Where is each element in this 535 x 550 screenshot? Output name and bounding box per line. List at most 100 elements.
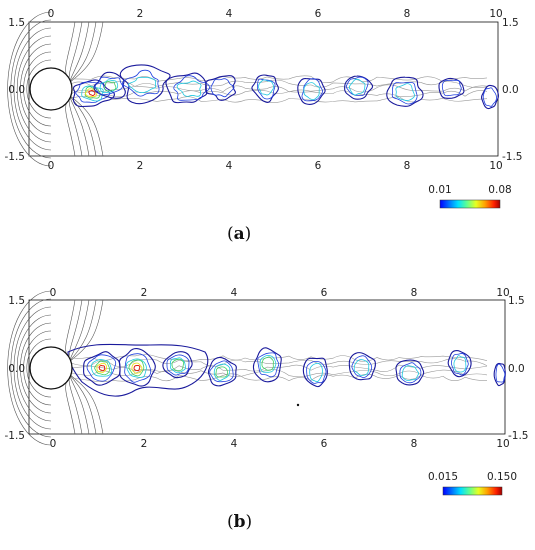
vortex-contour	[351, 355, 373, 378]
caption-b: (b)	[227, 512, 252, 532]
potential-flow-lines-a	[7, 11, 104, 167]
vortex-contour	[259, 354, 277, 373]
vortex-contour	[344, 75, 374, 100]
y-axis-right-b: 1.5 0.0 -1.5	[508, 295, 529, 442]
cylinder-b	[29, 346, 73, 390]
potential-line	[26, 59, 52, 119]
y-tick-left-a-2: -1.5	[5, 151, 26, 163]
x-tick-top-b-5: 10	[496, 287, 509, 299]
vortex-contour	[401, 365, 420, 381]
vortex-contour	[453, 355, 467, 373]
x-tick-top-a-3: 6	[315, 8, 322, 20]
potential-line	[23, 51, 52, 127]
vortex-contour	[124, 353, 152, 383]
x-tick-top-b-2: 4	[231, 287, 238, 299]
x-tick-top-b-0: 0	[50, 287, 57, 299]
x-tick-bottom-a-0: 0	[48, 160, 55, 172]
vortex-contour	[207, 356, 237, 387]
vortex-contour	[386, 76, 424, 107]
x-tick-bottom-a-1: 2	[137, 160, 144, 172]
x-tick-bottom-b-3: 6	[321, 438, 328, 450]
vortex-contour	[91, 359, 113, 377]
vortex-contour	[482, 87, 497, 107]
x-axis-top-b: 0 2 4 6 8 10	[50, 287, 510, 299]
vortex-contour	[306, 360, 327, 384]
vortex-contour	[98, 365, 106, 372]
vortex-contour	[213, 363, 231, 381]
potential-line	[68, 299, 97, 363]
y-tick-right-b-1: 0.0	[508, 363, 525, 375]
potential-line	[20, 43, 52, 135]
vortex-contour	[94, 360, 111, 376]
vortex-envelope	[67, 343, 209, 397]
vortex-contour	[309, 362, 323, 383]
vortex-contour	[438, 77, 465, 99]
vortex-contour	[495, 363, 506, 383]
potential-line	[13, 306, 52, 430]
y-tick-right-a-2: -1.5	[502, 151, 523, 163]
potential-line	[68, 373, 90, 435]
vortex-contour	[256, 78, 276, 100]
x-tick-bottom-a-3: 6	[315, 160, 322, 172]
vortex-contour	[88, 89, 96, 96]
vortex-contour	[258, 79, 275, 96]
vortex-contours-a	[70, 64, 499, 110]
potential-line	[13, 27, 52, 151]
caption-b-letter: b	[233, 512, 246, 532]
caption-b-close: )	[245, 512, 253, 532]
vortex-contour	[348, 352, 376, 381]
vortex-contour	[94, 76, 123, 96]
y-tick-right-b-0: 1.5	[508, 295, 525, 307]
x-axis-bottom-b: 0 2 4 6 8 10	[50, 438, 510, 450]
vortex-contour	[348, 78, 366, 96]
potential-line	[7, 290, 52, 446]
vortex-contour	[96, 362, 108, 373]
potential-line	[7, 11, 52, 167]
potential-line	[68, 299, 90, 363]
vortex-contour	[209, 360, 234, 383]
potential-line	[20, 322, 52, 414]
vortex-contour	[133, 365, 141, 371]
cylinder-a	[29, 67, 73, 111]
vortex-contour	[173, 75, 210, 101]
x-axis-bottom-a: 0 2 4 6 8 10	[48, 160, 503, 172]
y-axis-left-b: 1.5 0.0 -1.5	[5, 295, 26, 442]
x-tick-top-a-4: 8	[404, 8, 411, 20]
x-tick-bottom-b-1: 2	[141, 438, 148, 450]
x-tick-bottom-b-0: 0	[50, 438, 57, 450]
vortex-contour	[252, 347, 282, 383]
x-tick-top-b-1: 2	[141, 287, 148, 299]
y-tick-right-b-2: -1.5	[508, 430, 529, 442]
colorbar-a-bar	[439, 199, 501, 209]
x-tick-top-b-3: 6	[321, 287, 328, 299]
potential-line	[68, 94, 90, 157]
x-tick-top-b-4: 8	[411, 287, 418, 299]
caption-a-letter: a	[233, 224, 245, 244]
vortex-contour	[125, 358, 147, 378]
wake-streak	[70, 79, 488, 88]
vortex-contour	[176, 80, 202, 97]
vortex-contour	[81, 85, 104, 102]
x-tick-bottom-b-2: 4	[231, 438, 238, 450]
stray-dot	[296, 403, 300, 407]
y-tick-left-b-1: 0.0	[8, 363, 25, 375]
vortex-contour	[395, 83, 415, 101]
y-tick-left-b-0: 1.5	[8, 295, 25, 307]
x-tick-top-a-1: 2	[137, 8, 144, 20]
vortex-contour	[103, 81, 117, 92]
y-axis-right-a: 1.5 0.0 -1.5	[502, 17, 523, 163]
vortex-contour	[210, 78, 235, 98]
x-tick-top-a-2: 4	[226, 8, 233, 20]
vortex-contour	[303, 82, 320, 100]
x-tick-top-a-5: 10	[489, 8, 502, 20]
y-tick-left-a-0: 1.5	[8, 17, 25, 29]
potential-line	[68, 21, 90, 84]
y-tick-left-b-2: -1.5	[5, 430, 26, 442]
wake-plot-b	[7, 290, 506, 446]
colorbar-b-min-label: 0.015	[428, 471, 458, 483]
y-tick-right-a-0: 1.5	[502, 17, 519, 29]
vortex-contour	[171, 358, 185, 371]
vortex-contour	[128, 76, 157, 94]
vortex-contour	[441, 79, 462, 97]
